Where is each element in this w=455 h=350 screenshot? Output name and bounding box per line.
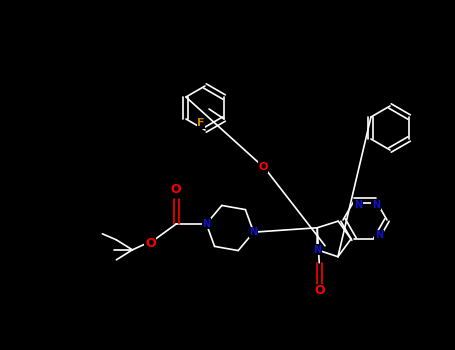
Text: O: O	[170, 183, 181, 196]
Text: N: N	[372, 200, 380, 210]
Text: N: N	[354, 200, 362, 210]
Text: O: O	[145, 237, 156, 250]
Text: N: N	[202, 219, 210, 229]
Text: N: N	[375, 230, 383, 240]
Text: N: N	[250, 227, 258, 237]
Text: F: F	[197, 118, 205, 128]
Text: N: N	[313, 245, 321, 255]
Text: O: O	[258, 162, 268, 172]
Text: O: O	[314, 284, 324, 297]
